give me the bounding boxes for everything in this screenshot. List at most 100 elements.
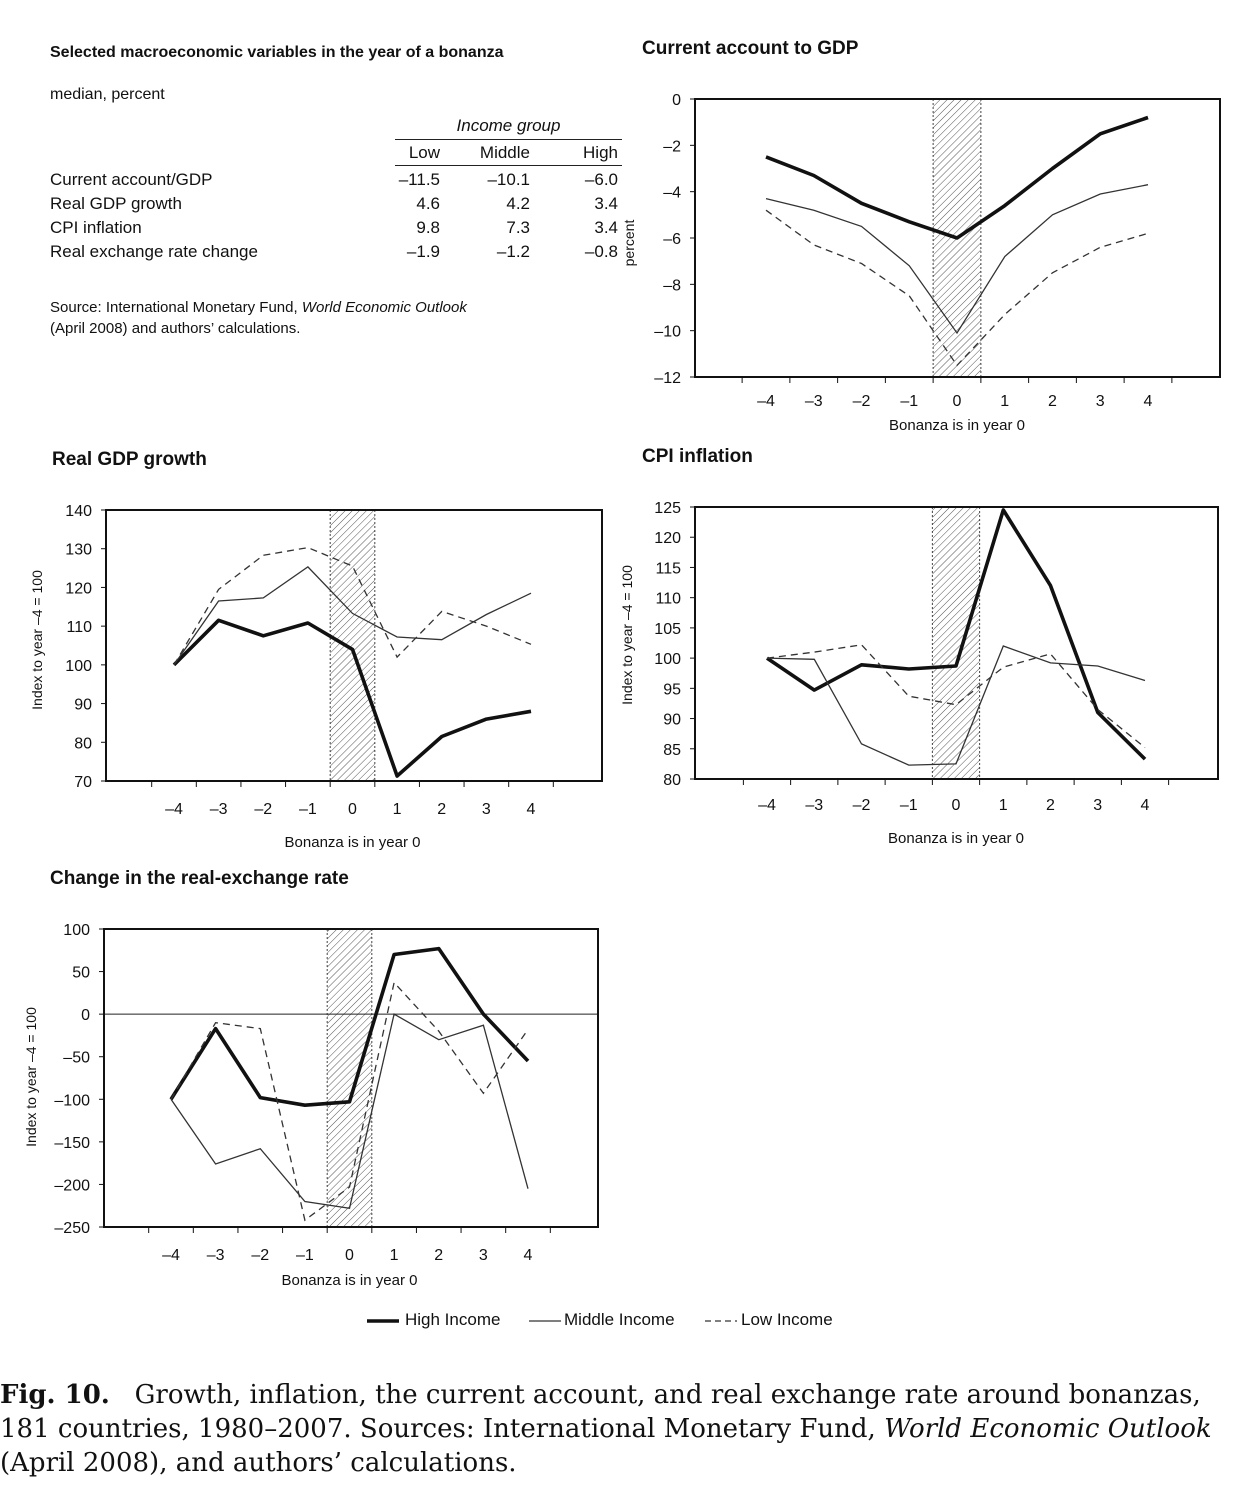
cpi-y-tick-label: 115 — [655, 560, 681, 577]
cpi-y-tick-label: 100 — [654, 651, 681, 668]
ca-x-tick-label: –1 — [900, 393, 918, 410]
rer-x-tick-label: –3 — [207, 1247, 225, 1264]
column-header-high: High — [583, 143, 618, 162]
table-source: Source: International Monetary Fund, Wor… — [50, 297, 520, 339]
column-header-middle: Middle — [479, 143, 530, 162]
rer-y-tick-label: 50 — [72, 965, 90, 982]
ca-x-tick-label: –4 — [757, 393, 775, 410]
row-label: Real GDP growth — [50, 194, 182, 213]
rer-y-tick-label: –100 — [54, 1092, 90, 1109]
gdp-y-tick-label: 70 — [74, 774, 92, 791]
ca-high-income-line — [765, 115, 1149, 240]
ca-x-tick-label: –3 — [805, 393, 823, 410]
ca-y-tick-label: –12 — [654, 370, 681, 387]
gdp-x-tick-label: –3 — [210, 801, 228, 818]
chart-title-gdp: Real GDP growth — [52, 449, 207, 470]
ca-x-tick-label: 1 — [1000, 393, 1009, 410]
rer-shaded-band — [327, 929, 372, 1227]
row-label: Real exchange rate change — [50, 242, 258, 261]
rer-middle-income-line — [170, 1013, 529, 1210]
gdp-plot-frame — [105, 509, 603, 782]
rer-x-tick-label: –1 — [296, 1247, 314, 1264]
gdp-y-axis-label: Index to year –4 = 100 — [29, 570, 45, 710]
rer-y-tick-label: 0 — [81, 1007, 90, 1024]
rer-plot-frame — [103, 928, 599, 1228]
cpi-y-tick-label: 80 — [663, 772, 681, 789]
rer-low-income-line — [170, 981, 529, 1222]
legend-swatch-middle — [529, 1320, 561, 1322]
gdp-shaded-band — [330, 510, 375, 781]
gdp-y-tick-label: 90 — [74, 697, 92, 714]
cell-low: 4.6 — [416, 194, 440, 213]
cell-middle: –1.2 — [496, 242, 530, 261]
cpi-x-tick-label: 3 — [1093, 797, 1102, 814]
caption-line1: Growth, inflation, the current account, … — [134, 1380, 1201, 1410]
column-header-low: Low — [408, 143, 440, 162]
caption-line2-italic: World Economic Outlook — [884, 1414, 1212, 1444]
rer-high-income-line — [169, 946, 530, 1107]
cpi-x-tick-label: –3 — [805, 797, 823, 814]
ca-x-tick-label: 2 — [1048, 393, 1057, 410]
ca-x-tick-label: –2 — [853, 393, 871, 410]
rer-y-tick-label: –50 — [63, 1050, 90, 1067]
cpi-x-tick-label: 2 — [1046, 797, 1055, 814]
gdp-x-tick-label: –4 — [165, 801, 183, 818]
table-row: Real exchange rate change –1.9 –1.2 –0.8 — [50, 242, 618, 266]
cpi-y-tick-label: 90 — [663, 712, 681, 729]
cell-middle: 7.3 — [506, 218, 530, 237]
rer-y-tick-label: –150 — [54, 1135, 90, 1152]
ca-y-tick-label: 0 — [672, 92, 681, 109]
cpi-middle-income-line — [766, 645, 1146, 766]
gdp-middle-income-line — [173, 566, 532, 666]
gdp-x-tick-label: –1 — [299, 801, 317, 818]
chart-title-current-account: Current account to GDP — [642, 38, 859, 59]
cpi-high-income-line — [765, 508, 1147, 761]
rer-x-tick-label: 1 — [390, 1247, 399, 1264]
source-suffix: (April 2008) and authors’ calculations. — [50, 320, 301, 337]
cpi-y-tick-label: 85 — [663, 742, 681, 759]
ca-y-tick-label: –10 — [654, 324, 681, 341]
cell-high: –0.8 — [584, 242, 618, 261]
rer-x-tick-label: –2 — [251, 1247, 269, 1264]
table-row: Current account/GDP –11.5 –10.1 –6.0 — [50, 170, 618, 194]
gdp-x-axis-label: Bonanza is in year 0 — [285, 834, 421, 851]
caption-label: Fig. 10. — [0, 1380, 110, 1410]
cpi-x-tick-label: –1 — [900, 797, 918, 814]
rer-y-tick-label: –250 — [54, 1220, 90, 1237]
ca-y-tick-label: –6 — [663, 231, 681, 248]
rer-x-tick-label: 0 — [345, 1247, 354, 1264]
legend-label-high: High Income — [405, 1310, 501, 1329]
cell-low: –1.9 — [406, 242, 440, 261]
cpi-plot-frame — [694, 506, 1219, 780]
gdp-x-tick-label: 1 — [393, 801, 402, 818]
caption-line3: (April 2008), and authors’ calculations. — [0, 1448, 517, 1478]
cpi-x-tick-label: –2 — [853, 797, 871, 814]
row-label: Current account/GDP — [50, 170, 213, 189]
cell-high: –6.0 — [584, 170, 618, 189]
table-subtitle: median, percent — [50, 86, 165, 103]
table-title: Selected macroeconomic variables in the … — [50, 44, 504, 61]
cpi-y-tick-label: 105 — [654, 621, 681, 638]
cpi-x-tick-label: 0 — [952, 797, 961, 814]
rer-y-axis-label: Index to year –4 = 100 — [23, 1007, 39, 1147]
cpi-x-tick-label: 4 — [1141, 797, 1150, 814]
row-label: CPI inflation — [50, 218, 142, 237]
rer-x-tick-label: 2 — [434, 1247, 443, 1264]
cpi-low-income-line — [766, 644, 1146, 749]
gdp-y-tick-label: 140 — [65, 503, 92, 520]
legend-swatch-high — [367, 1319, 399, 1323]
ca-y-tick-label: –2 — [663, 138, 681, 155]
ca-x-tick-label: 0 — [953, 393, 962, 410]
cpi-x-axis-label: Bonanza is in year 0 — [888, 830, 1024, 847]
cpi-x-tick-label: 1 — [999, 797, 1008, 814]
chart-title-cpi: CPI inflation — [642, 446, 753, 467]
cpi-shaded-band — [932, 507, 980, 779]
gdp-x-tick-label: –2 — [254, 801, 272, 818]
gdp-y-tick-label: 120 — [65, 580, 92, 597]
cell-low: 9.8 — [416, 218, 440, 237]
ca-y-tick-label: –4 — [663, 185, 681, 202]
table-row: Real GDP growth 4.6 4.2 3.4 — [50, 194, 618, 218]
cell-low: –11.5 — [398, 170, 440, 189]
gdp-high-income-line — [172, 618, 532, 778]
